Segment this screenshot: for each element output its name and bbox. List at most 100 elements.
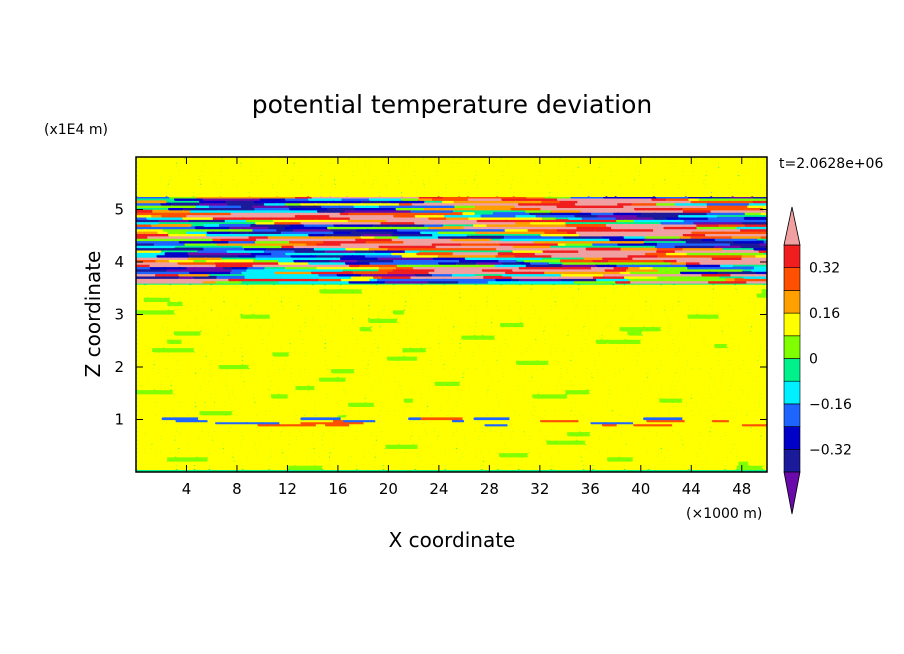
contour-cell (482, 266, 493, 270)
contour-cell (402, 162, 439, 168)
contour-cell (556, 292, 573, 298)
contour-cell (652, 313, 689, 319)
contour-cell (596, 278, 630, 282)
contour-cell (302, 339, 326, 344)
contour-cell (187, 322, 218, 328)
contour-cell (687, 313, 720, 319)
contour-cell (651, 292, 690, 298)
contour-cell (646, 207, 684, 211)
contour-cell (166, 268, 197, 272)
contour-cell (746, 372, 759, 378)
contour-cell (730, 273, 742, 277)
contour-cell (287, 465, 324, 470)
contour-cell (387, 247, 402, 251)
contour-cell (549, 351, 573, 357)
contour-cell (385, 216, 397, 220)
contour-cell (195, 372, 212, 378)
contour-cell (340, 242, 383, 246)
contour-cell (604, 419, 619, 423)
contour-cell (432, 452, 464, 458)
colorbar-tick-label: 0.16 (809, 306, 840, 322)
contour-cell (377, 257, 393, 260)
contour-cell (319, 175, 335, 181)
contour-cell (356, 162, 366, 168)
contour-cell (222, 339, 263, 344)
contour-cell (539, 171, 574, 176)
contour-cell (721, 368, 735, 374)
contour-cell (261, 419, 298, 423)
contour-cell (465, 271, 507, 275)
contour-cell (706, 205, 749, 208)
contour-cell (168, 305, 198, 311)
contour-cell (378, 245, 395, 249)
contour-cell (297, 305, 320, 311)
contour-cell (278, 259, 295, 263)
contour-cell (475, 322, 492, 328)
contour-cell (178, 240, 213, 244)
contour-cell (293, 389, 310, 395)
contour-cell (555, 347, 565, 353)
contour-cell (200, 212, 232, 216)
contour-cell (656, 249, 676, 253)
contour-cell (522, 257, 543, 260)
contour-cell (546, 183, 581, 189)
contour-cell (520, 223, 559, 227)
contour-cell (162, 313, 176, 319)
contour-cell (238, 209, 270, 213)
contour-cell (187, 278, 230, 282)
contour-cell (434, 268, 459, 272)
contour-cell (252, 264, 269, 268)
contour-cell (624, 465, 650, 470)
contour-cell (136, 187, 149, 193)
contour-cell (566, 179, 604, 185)
contour-cell (594, 228, 624, 232)
contour-cell (274, 278, 301, 282)
contour-cell (215, 235, 250, 239)
contour-cell (726, 355, 759, 361)
contour-cell (584, 444, 628, 449)
contour-cell (516, 280, 536, 284)
contour-cell (388, 212, 401, 216)
contour-cell (527, 419, 542, 423)
contour-cell (214, 261, 248, 265)
contour-cell (576, 226, 612, 230)
contour-cell (299, 372, 339, 378)
contour-cell (727, 322, 753, 328)
contour-cell (531, 421, 556, 425)
contour-cell (682, 242, 699, 246)
contour-cell (154, 402, 181, 407)
contour-cell (313, 448, 331, 454)
contour-cell (674, 249, 690, 253)
contour-cell (240, 309, 254, 315)
contour-cell (414, 273, 433, 277)
contour-cell (426, 431, 440, 437)
contour-cell (265, 247, 279, 251)
contour-cell (458, 423, 475, 427)
contour-cell (238, 326, 261, 332)
contour-cell (285, 456, 308, 462)
contour-cell (601, 334, 626, 340)
contour-cell (136, 393, 175, 399)
contour-cell (370, 330, 394, 336)
contour-cell (173, 393, 212, 399)
contour-cell (646, 372, 676, 378)
contour-cell (614, 372, 639, 378)
contour-cell (709, 431, 727, 437)
contour-cell (673, 162, 703, 168)
contour-cell (160, 435, 176, 441)
contour-cell (211, 284, 248, 290)
contour-cell (474, 245, 514, 249)
contour-cell (352, 301, 370, 307)
contour-cell (231, 266, 249, 270)
contour-cell (220, 238, 257, 242)
contour-cell (632, 257, 676, 260)
contour-cell (256, 175, 281, 181)
contour-cell (232, 197, 261, 201)
contour-cell (699, 431, 711, 437)
contour-cell (523, 259, 561, 263)
contour-cell (287, 393, 328, 399)
contour-cell (153, 271, 191, 275)
contour-cell (319, 288, 363, 294)
contour-cell (685, 240, 723, 244)
contour-cell (389, 171, 416, 176)
